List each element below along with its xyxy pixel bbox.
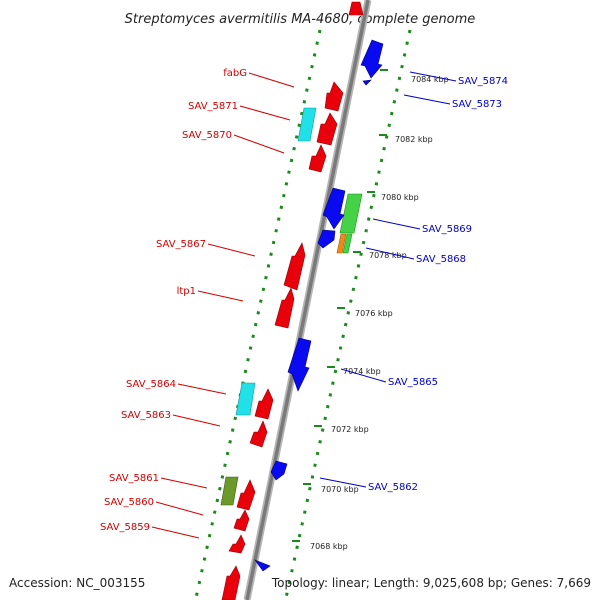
genome-summary-text: Topology: linear; Length: 9,025,608 bp; … — [271, 576, 591, 590]
gene-SAV_5868-green[interactable] — [342, 233, 353, 254]
gene-SAV_5873[interactable] — [362, 79, 372, 86]
plus-strand-genes — [221, 1, 364, 600]
right-ruler-line — [284, 29, 412, 599]
gene-label-left[interactable]: SAV_5861 — [109, 473, 159, 484]
left-label-leader — [207, 243, 256, 257]
gene-bottom-blue[interactable] — [254, 559, 271, 572]
minus-strand-genes — [254, 39, 384, 572]
gene-SAV_5869-blue[interactable] — [322, 187, 346, 230]
right-label-leader — [372, 218, 421, 230]
colored-genes — [220, 107, 363, 506]
gene-SAV_5869-green[interactable] — [339, 193, 363, 234]
right-label-leader — [319, 477, 367, 488]
left-label-leader — [248, 72, 295, 88]
gene-SAV_5860[interactable] — [233, 509, 250, 532]
gene-label-left[interactable]: fabG — [223, 68, 247, 79]
left-label-leader — [177, 383, 227, 395]
accession-text: Accession: NC_003155 — [9, 576, 145, 590]
gene-label-right[interactable]: SAV_5869 — [422, 224, 472, 235]
gene-cyan-upper[interactable] — [297, 107, 317, 142]
right-label-leader — [403, 94, 451, 105]
gene-label-left[interactable]: SAV_5870 — [182, 130, 232, 141]
gene-orange[interactable] — [336, 233, 347, 254]
gene-label-right[interactable]: SAV_5862 — [368, 482, 418, 493]
gene-label-left[interactable]: SAV_5859 — [100, 522, 150, 533]
gene-top-clipped[interactable] — [348, 1, 364, 16]
gene-SAV_5867[interactable] — [283, 242, 306, 291]
gene-label-right[interactable]: SAV_5874 — [458, 76, 508, 87]
kbp-tick-label: 7080 kbp — [381, 193, 419, 202]
gene-SAV_5859[interactable] — [228, 534, 246, 554]
left-label-leader — [160, 477, 208, 489]
kbp-tick-label: 7074 kbp — [343, 367, 381, 376]
gene-label-left[interactable]: SAV_5867 — [156, 239, 206, 250]
gene-fabG[interactable] — [324, 81, 344, 112]
left-label-leader — [155, 501, 204, 516]
gene-SAV_5863[interactable] — [249, 420, 268, 448]
gene-ltp1[interactable] — [274, 287, 295, 329]
kbp-tick-label: 7082 kbp — [395, 135, 433, 144]
left-label-leader — [239, 105, 291, 121]
map-title: Streptomyces avermitilis MA-4680, comple… — [125, 12, 476, 27]
gene-label-left[interactable]: SAV_5871 — [188, 101, 238, 112]
gene-SAV_5861[interactable] — [236, 479, 256, 511]
left-label-leader — [233, 134, 285, 154]
left-label-leader — [172, 414, 221, 427]
right-label-leader — [409, 71, 457, 82]
kbp-tick-label: 7084 kbp — [411, 75, 449, 84]
gene-bottom-clipped[interactable] — [221, 565, 241, 600]
right-label-leader — [365, 247, 415, 260]
gene-label-left[interactable]: SAV_5864 — [126, 379, 176, 390]
left-label-leader — [151, 526, 200, 539]
kbp-tick-label: 7070 kbp — [321, 485, 359, 494]
kbp-tick-label: 7068 kbp — [310, 542, 348, 551]
gene-SAV_5862[interactable] — [270, 460, 288, 481]
kbp-tick-label: 7078 kbp — [369, 251, 407, 260]
gene-label-left[interactable]: SAV_5863 — [121, 410, 171, 421]
gene-SAV_5864[interactable] — [254, 388, 274, 420]
left-label-leader — [197, 290, 244, 302]
gene-SAV_5874[interactable] — [360, 39, 384, 79]
kbp-ticks: 7084 kbp 7082 kbp 7080 kbp 7078 kbp 7076 kbp… — [292, 69, 449, 551]
kbp-tick-label: 7072 kbp — [331, 425, 369, 434]
gene-SAV_5868-blue[interactable] — [317, 229, 336, 249]
gene-cyan-lower[interactable] — [235, 382, 256, 416]
left-gene-labels: fabG SAV_5871 SAV_5870 SAV_5867 ltp1 SAV_5864… — [100, 68, 295, 539]
gene-SAV_5865[interactable] — [287, 337, 312, 392]
gene-SAV_5861-olive[interactable] — [220, 476, 239, 506]
gene-label-right[interactable]: SAV_5868 — [416, 254, 466, 265]
right-gene-labels: SAV_5874 SAV_5873 SAV_5869 SAV_5868 SAV_5865… — [319, 71, 508, 493]
gene-SAV_5870[interactable] — [308, 144, 327, 173]
right-label-leader — [340, 368, 387, 383]
genome-axis — [243, 0, 372, 600]
gene-label-left[interactable]: SAV_5860 — [104, 497, 154, 508]
gene-label-left[interactable]: ltp1 — [177, 286, 196, 297]
gene-label-right[interactable]: SAV_5865 — [388, 377, 438, 388]
gene-SAV_5871[interactable] — [316, 112, 338, 146]
kbp-tick-label: 7076 kbp — [355, 309, 393, 318]
gene-label-right[interactable]: SAV_5873 — [452, 99, 502, 110]
left-ruler-line — [194, 29, 322, 599]
